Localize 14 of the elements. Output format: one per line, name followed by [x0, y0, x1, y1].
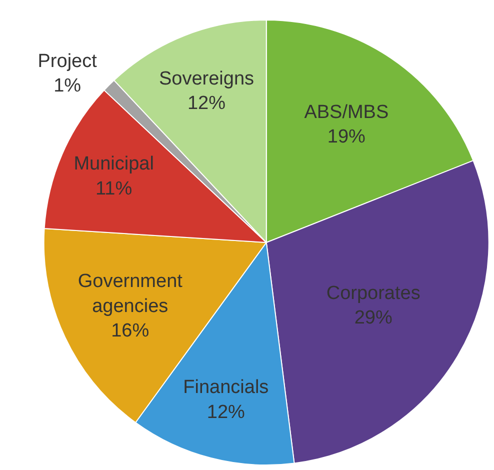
- slice-label: Corporates: [326, 282, 420, 304]
- data-label: 11%: [96, 178, 132, 200]
- slice-label: ABS/MBS: [304, 102, 389, 123]
- slice-label: Sovereigns: [158, 68, 254, 90]
- slice-label: Project: [38, 50, 98, 72]
- data-label: 29%: [354, 308, 392, 329]
- data-label: 12%: [206, 402, 246, 423]
- slice-label: Government agencies: [78, 271, 184, 317]
- data-label: 16%: [111, 320, 150, 342]
- data-label: 1%: [54, 76, 82, 97]
- data-label: 19%: [327, 126, 366, 148]
- slice-label: Financials: [183, 377, 269, 398]
- data-label: 12%: [187, 93, 226, 114]
- slice-label: Municipal: [74, 154, 154, 175]
